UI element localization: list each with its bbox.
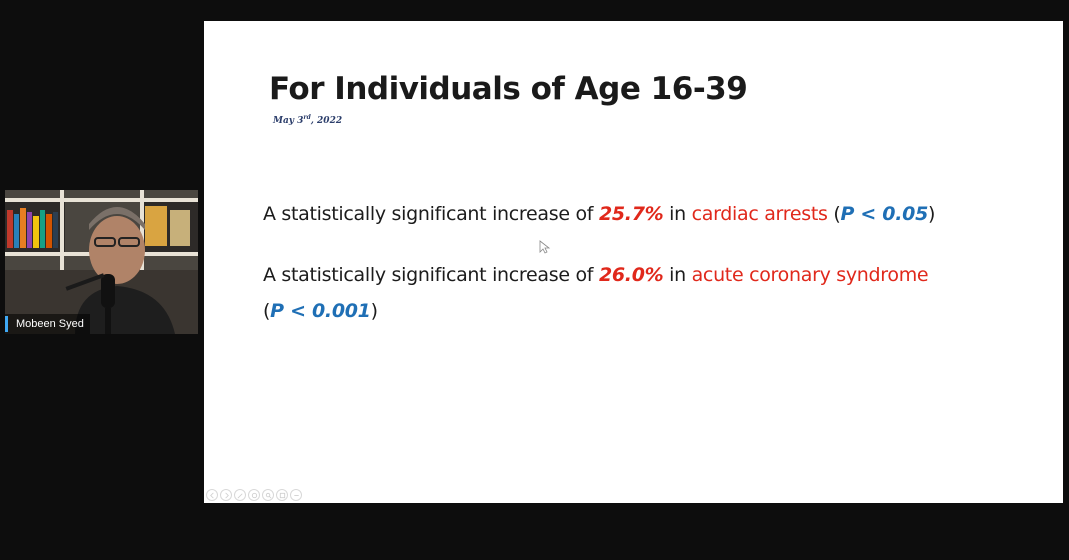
zoom-icon bbox=[251, 492, 257, 498]
search-icon bbox=[265, 492, 271, 498]
next-icon bbox=[224, 492, 229, 498]
slide-title: For Individuals of Age 16-39 bbox=[269, 71, 748, 107]
finding-prefix: A statistically significant increase of bbox=[263, 203, 599, 225]
slide-date: May 3rd, 2022 bbox=[273, 114, 342, 126]
grid-icon bbox=[279, 492, 285, 498]
zoom-button[interactable] bbox=[248, 489, 260, 501]
participant-name-tag: Mobeen Syed bbox=[5, 314, 90, 334]
finding-close-paren: ) bbox=[370, 300, 378, 322]
next-slide-button[interactable] bbox=[220, 489, 232, 501]
grid-view-button[interactable] bbox=[276, 489, 288, 501]
finding-acute-coronary: A statistically significant increase of … bbox=[263, 264, 929, 286]
finding-acute-coronary-pvalue: (P < 0.001) bbox=[263, 300, 378, 322]
pen-icon bbox=[237, 492, 243, 498]
pen-tool-button[interactable] bbox=[234, 489, 246, 501]
search-button[interactable] bbox=[262, 489, 274, 501]
date-year: , 2022 bbox=[310, 116, 343, 126]
finding-percent: 26.0% bbox=[598, 264, 664, 286]
participant-video[interactable]: Mobeen Syed bbox=[5, 190, 198, 334]
more-icon bbox=[293, 494, 299, 496]
presentation-slide: For Individuals of Age 16-39 May 3rd, 20… bbox=[204, 21, 1063, 503]
finding-open-paren: ( bbox=[263, 300, 271, 322]
finding-pvalue: P < 0.001 bbox=[270, 300, 371, 322]
finding-in: in bbox=[663, 264, 692, 286]
webcam-feed-image bbox=[5, 190, 198, 334]
finding-open-paren: ( bbox=[827, 203, 841, 225]
prev-slide-button[interactable] bbox=[206, 489, 218, 501]
prev-icon bbox=[209, 492, 214, 498]
finding-condition: acute coronary syndrome bbox=[691, 264, 929, 286]
finding-percent: 25.7% bbox=[598, 203, 664, 225]
finding-condition: cardiac arrests bbox=[691, 203, 828, 225]
finding-close-paren: ) bbox=[928, 203, 936, 225]
slide-controls bbox=[206, 489, 302, 501]
finding-cardiac-arrests: A statistically significant increase of … bbox=[263, 203, 935, 225]
speaker-indicator bbox=[5, 316, 8, 332]
mouse-cursor-icon bbox=[539, 240, 551, 254]
date-suffix: rd bbox=[303, 114, 311, 121]
finding-pvalue: P < 0.05 bbox=[840, 203, 928, 225]
finding-in: in bbox=[663, 203, 692, 225]
more-options-button[interactable] bbox=[290, 489, 302, 501]
date-main: May 3 bbox=[273, 116, 304, 126]
participant-name: Mobeen Syed bbox=[16, 318, 84, 330]
finding-prefix: A statistically significant increase of bbox=[263, 264, 599, 286]
